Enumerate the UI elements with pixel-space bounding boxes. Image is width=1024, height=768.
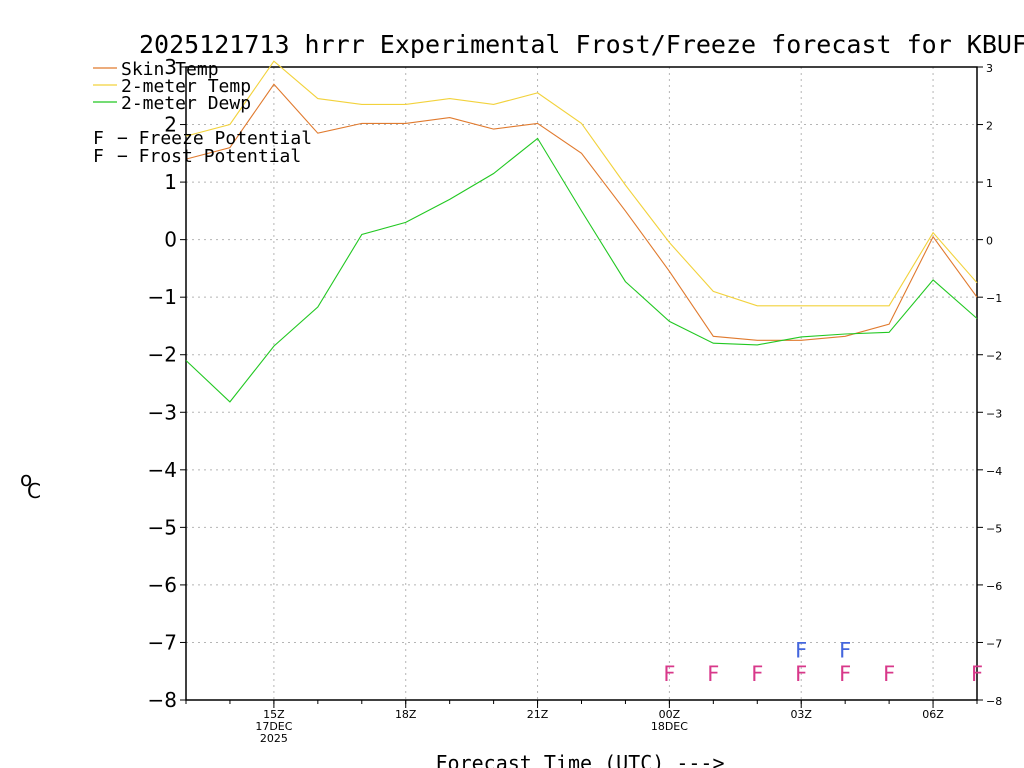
y-tick-label-left: −5 [148, 515, 177, 539]
y-tick-label-right: −1 [986, 292, 1002, 305]
legend-flag-label: − Frost Potential [117, 146, 301, 167]
unit-degree: o [20, 467, 32, 491]
y-tick-label-left: −1 [148, 285, 177, 309]
y-tick-label-left: 1 [164, 170, 177, 194]
y-tick-label-right: −5 [986, 522, 1002, 535]
y-tick-label-left: −8 [148, 688, 177, 712]
x-axis-title: Forecast Time (UTC) ---> [436, 751, 725, 768]
freeze-flag: F [795, 662, 807, 686]
y-axis-unit: o C [20, 467, 41, 503]
y-tick-label-right: 3 [986, 62, 993, 75]
legend-label: 2-meter Dewp [121, 93, 251, 114]
y-tick-label-right: −2 [986, 350, 1002, 363]
y-tick-label-right: −4 [986, 465, 1002, 478]
x-tick-label: 00Z [659, 708, 681, 721]
y-tick-label-left: 0 [164, 228, 177, 252]
y-axis-right: 3 2 1 0 −1 −2 −3 −4 −5 −6 −7 −8 [977, 62, 1002, 708]
y-tick-label-right: 0 [986, 235, 993, 248]
legend-flag-label: − Freeze Potential [117, 128, 312, 149]
series-line-2-meter-temp [185, 60, 978, 307]
y-tick-label-left: −6 [148, 573, 177, 597]
freeze-flag: F [883, 662, 895, 686]
y-tick-label-left: −4 [148, 458, 177, 482]
frost-flag: F [795, 638, 807, 662]
legend-flag-letter: F [93, 146, 104, 167]
unit-letter: C [27, 479, 41, 503]
y-tick-label-left: 2 [164, 113, 177, 137]
y-tick-label-left: −7 [148, 630, 177, 654]
y-tick-label-right: −6 [986, 580, 1002, 593]
x-tick-label: 21Z [527, 708, 549, 721]
y-tick-label-left: −3 [148, 400, 177, 424]
freeze-flag: F [663, 662, 675, 686]
y-tick-label-right: −3 [986, 407, 1002, 420]
y-tick-label-right: −8 [986, 695, 1002, 708]
x-tick-label: 18Z [395, 708, 417, 721]
y-axis-left: 3 2 1 0 −1 −2 −3 −4 −5 −6 −7 −8 [148, 55, 186, 712]
x-tick-label: 06Z [922, 708, 944, 721]
frost-flag: F [839, 638, 851, 662]
potential-flags: F F F F F F FF F [663, 638, 983, 686]
x-tick-label: 15Z [263, 708, 285, 721]
y-tick-label-left: −2 [148, 343, 177, 367]
freeze-flag: F [751, 662, 763, 686]
x-tick-label: 18DEC [651, 720, 688, 733]
freeze-flag: F [707, 662, 719, 686]
x-tick-label: 17DEC [255, 720, 292, 733]
y-tick-label-right: 1 [986, 177, 993, 190]
series-lines [185, 60, 978, 403]
y-tick-label-right: 2 [986, 120, 993, 133]
freeze-flag: F [839, 662, 851, 686]
series-line-skin-temp [185, 83, 978, 341]
chart-title: 2025121713 hrrr Experimental Frost/Freez… [139, 30, 1024, 59]
x-tick-label: 03Z [790, 708, 812, 721]
y-tick-label-right: −7 [986, 637, 1002, 650]
legend-flag-letter: F [93, 128, 104, 149]
y-tick-label-left: 3 [164, 55, 177, 79]
legend-label: Skin Temp [121, 59, 219, 80]
legend-label: 2-meter Temp [121, 76, 251, 97]
x-tick-label: 2025 [260, 732, 288, 745]
series-line-2-meter-dewp [185, 137, 978, 403]
freeze-flag: F [971, 662, 983, 686]
